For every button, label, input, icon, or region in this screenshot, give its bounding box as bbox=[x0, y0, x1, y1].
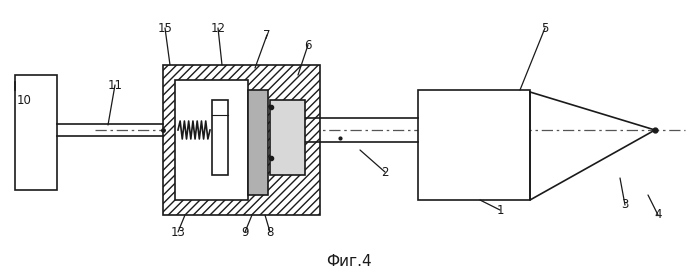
Bar bbox=[248, 90, 268, 195]
Text: 5: 5 bbox=[541, 21, 549, 34]
Text: 9: 9 bbox=[241, 225, 249, 239]
Bar bbox=[163, 65, 320, 215]
Bar bbox=[270, 100, 305, 175]
Text: 6: 6 bbox=[304, 38, 312, 51]
Bar bbox=[15, 75, 57, 190]
Text: 1: 1 bbox=[496, 203, 504, 217]
Text: 15: 15 bbox=[157, 21, 173, 34]
Text: 13: 13 bbox=[171, 225, 185, 239]
Text: 11: 11 bbox=[108, 78, 122, 91]
Bar bbox=[175, 80, 248, 200]
Bar bbox=[418, 90, 530, 200]
Text: 7: 7 bbox=[264, 29, 271, 41]
Text: 2: 2 bbox=[381, 165, 389, 178]
Text: Фиг.4: Фиг.4 bbox=[326, 254, 372, 269]
Text: 10: 10 bbox=[17, 93, 31, 106]
Text: 4: 4 bbox=[654, 208, 662, 222]
Text: 12: 12 bbox=[210, 21, 226, 34]
Bar bbox=[212, 100, 228, 175]
Text: 3: 3 bbox=[621, 198, 628, 212]
Text: 8: 8 bbox=[266, 225, 274, 239]
